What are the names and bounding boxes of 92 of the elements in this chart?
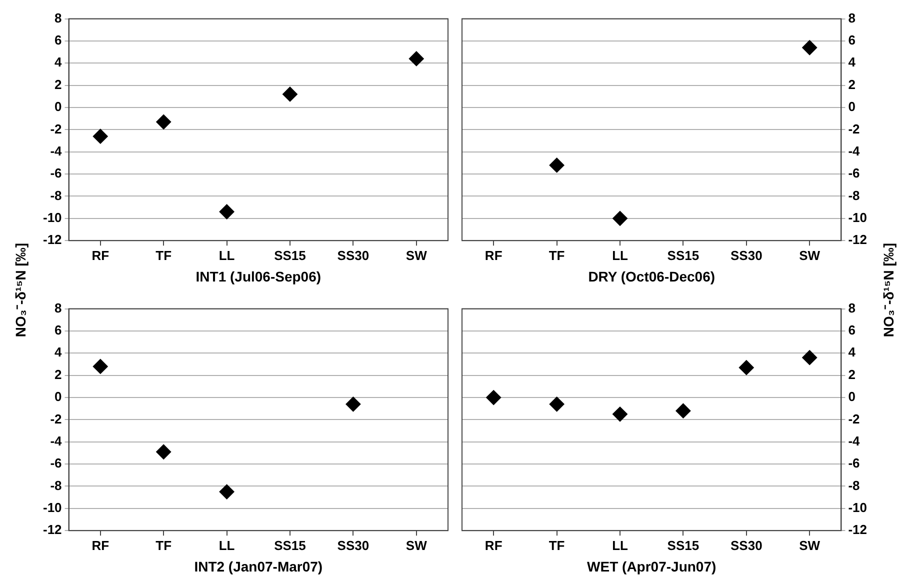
point [549, 158, 564, 173]
y-tick-label: -8 [50, 188, 62, 203]
x-tick-label: LL [218, 538, 235, 553]
y-tick-label: -2 [50, 411, 62, 426]
x-tick-label: TF [548, 248, 565, 263]
x-tick-label: SS15 [667, 248, 700, 263]
y-tick-label: -10 [848, 500, 868, 515]
x-tick-label: LL [612, 538, 628, 553]
y-tick-label: -12 [848, 522, 868, 538]
x-tick-label: TF [156, 248, 172, 263]
y-tick-label: 2 [848, 76, 856, 92]
x-axis-title: INT2 (Jan07-Mar07) [194, 558, 323, 574]
x-axis-title: WET (Apr07-Jun07) [587, 558, 716, 574]
y-tick-label: 6 [848, 32, 856, 48]
y-tick-label: -12 [42, 522, 62, 538]
point [219, 204, 234, 220]
x-tick-label: TF [548, 538, 565, 553]
point [156, 444, 172, 460]
x-tick-label: RF [484, 248, 502, 263]
y-tick-label: -2 [848, 121, 860, 136]
point [802, 40, 818, 56]
x-tick-label: SW [406, 538, 428, 553]
y-tick-label: 2 [54, 76, 62, 92]
y-tick-label: 2 [54, 366, 62, 382]
y-tick-label: -12 [42, 232, 62, 248]
y-tick-label: -8 [848, 188, 860, 203]
point [612, 210, 628, 226]
y-tick-label: 0 [848, 99, 856, 114]
y-tick-label: -6 [50, 456, 62, 471]
y-tick-label: 6 [848, 322, 856, 338]
y-tick-label: 6 [54, 32, 62, 48]
point [346, 396, 361, 412]
y-axis-title: NO₃⁻-δ¹⁵N [‰] [880, 242, 898, 338]
point [486, 390, 502, 406]
x-tick-label: RF [484, 538, 502, 553]
point [738, 360, 754, 376]
y-tick-label: -4 [50, 433, 63, 448]
y-tick-label: 6 [54, 322, 62, 338]
y-tick-label: -6 [50, 166, 62, 181]
point [92, 358, 108, 374]
y-tick-label: 4 [848, 344, 856, 360]
point [408, 51, 424, 66]
y-tick-label: 8 [54, 300, 62, 316]
x-tick-label: SS30 [730, 248, 762, 263]
y-tick-label: -6 [848, 456, 860, 471]
x-tick-label: SS15 [274, 248, 306, 263]
y-tick-label: 2 [848, 366, 856, 382]
x-tick-label: SW [406, 248, 428, 263]
y-tick-label: 8 [54, 10, 62, 26]
y-tick-label: -2 [50, 121, 62, 136]
y-tick-label: 8 [848, 10, 856, 26]
y-tick-label: -10 [848, 210, 868, 225]
y-tick-label: -6 [848, 166, 860, 181]
y-tick-label: -12 [848, 232, 868, 248]
y-tick-label: -4 [50, 143, 63, 158]
x-tick-label: SS30 [730, 538, 762, 553]
point [612, 406, 628, 422]
x-tick-label: SS15 [274, 538, 306, 553]
y-axis-title: NO₃⁻-δ¹⁵N [‰] [12, 242, 30, 338]
point [802, 350, 818, 366]
x-tick-label: TF [156, 538, 172, 553]
x-tick-label: SW [799, 538, 821, 553]
y-tick-label: -8 [50, 478, 62, 493]
x-tick-label: SW [799, 248, 821, 263]
point [156, 114, 172, 130]
y-tick-label: -4 [848, 433, 861, 448]
y-tick-label: 4 [848, 54, 856, 70]
x-tick-label: SS30 [337, 538, 370, 553]
y-tick-label: -2 [848, 411, 860, 426]
y-tick-label: -10 [42, 500, 62, 515]
x-tick-label: SS15 [667, 538, 700, 553]
point [92, 128, 108, 144]
y-tick-label: 4 [54, 344, 63, 360]
x-tick-label: RF [92, 538, 110, 553]
point [676, 403, 691, 418]
x-axis-title: DRY (Oct06-Dec06) [588, 268, 716, 284]
x-tick-label: RF [92, 248, 110, 263]
y-tick-label: -8 [848, 478, 860, 493]
y-tick-label: 0 [54, 389, 62, 404]
y-tick-label: 8 [848, 300, 856, 316]
x-axis-title: INT1 (Jul06-Sep06) [196, 268, 322, 284]
point [549, 396, 564, 412]
y-tick-label: 4 [54, 54, 63, 70]
y-tick-label: -10 [42, 210, 62, 225]
x-tick-label: LL [612, 248, 628, 263]
y-tick-label: 0 [848, 389, 856, 404]
x-tick-label: LL [218, 248, 235, 263]
y-tick-label: -4 [848, 143, 861, 158]
x-tick-label: SS30 [337, 248, 370, 263]
point [282, 86, 298, 102]
point [219, 484, 234, 500]
y-tick-label: 0 [54, 99, 62, 114]
